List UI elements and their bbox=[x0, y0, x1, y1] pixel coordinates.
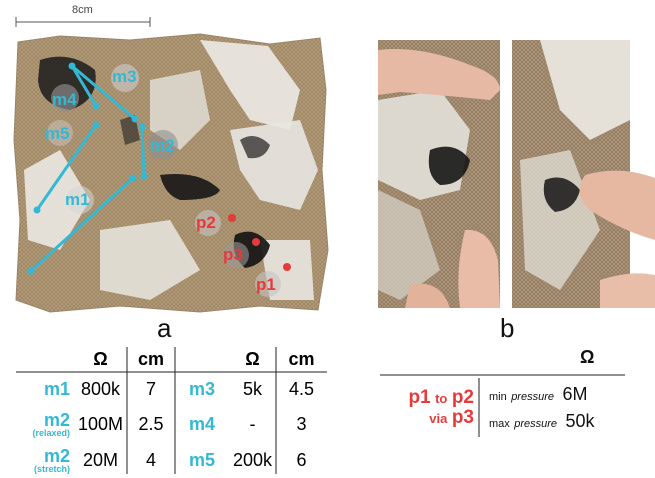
line-m5 bbox=[35, 123, 98, 212]
pressure-value: 6M bbox=[562, 384, 588, 404]
row-name-2: m3 bbox=[188, 378, 215, 399]
marker-label-p2: p2 bbox=[196, 213, 216, 232]
table-row: m2 (relaxed) 100M 2.5 m4 - 3 bbox=[16, 406, 327, 442]
marker-label-m5: m5 bbox=[45, 124, 70, 143]
row-cm-2: 4.5 bbox=[288, 378, 315, 399]
table-row: m2 (stretch) 20M 4 m5 200k 6 bbox=[16, 442, 327, 478]
path-via-word: via bbox=[429, 410, 448, 426]
row-name-sub: (stretch) bbox=[33, 463, 70, 474]
row-name-sub: (relaxed) bbox=[32, 427, 70, 438]
path-to-word: to bbox=[435, 391, 448, 406]
line-m4 bbox=[70, 64, 98, 108]
pressure-value: 50k bbox=[565, 411, 595, 431]
condition-word: pressure bbox=[514, 418, 558, 430]
condition-prefix: min bbox=[489, 391, 507, 403]
pressure-row-min: min pressure 6M bbox=[489, 384, 587, 405]
condition-word: pressure bbox=[511, 391, 554, 403]
measurement-lines bbox=[27, 62, 148, 275]
header-ohm: Ω bbox=[93, 349, 108, 369]
row-ohm: 800k bbox=[80, 378, 121, 399]
row-ohm-2: - bbox=[249, 413, 256, 434]
line-m1 bbox=[29, 176, 135, 273]
row-ohm: 20M bbox=[82, 449, 118, 470]
panel-a-caption: a bbox=[157, 313, 172, 343]
row-cm: 7 bbox=[145, 378, 156, 399]
row-cm-2: 3 bbox=[296, 413, 307, 434]
panel-b-caption: b bbox=[500, 313, 515, 343]
probe-points bbox=[228, 214, 291, 271]
row-ohm-2: 200k bbox=[232, 449, 273, 470]
probe-p2 bbox=[228, 214, 236, 222]
header-ohm-2: Ω bbox=[245, 349, 260, 369]
row-ohm-2: 5k bbox=[242, 378, 262, 399]
row-cm: 4 bbox=[145, 449, 156, 470]
marker-label-m4: m4 bbox=[52, 90, 77, 109]
row-name: m2 bbox=[43, 409, 70, 430]
marker-label-p1: p1 bbox=[256, 275, 276, 294]
row-cm-2: 6 bbox=[296, 449, 307, 470]
measurement-table: Ω cm Ω cm m1 800k 7 m3 5k 4.5 m2 (relaxe… bbox=[16, 347, 327, 478]
table-rules bbox=[16, 347, 625, 474]
stretch-photo-left bbox=[378, 40, 500, 308]
row-cm: 2.5 bbox=[138, 413, 164, 434]
marker-label-m2: m2 bbox=[150, 136, 175, 155]
header-cm: cm bbox=[137, 349, 164, 369]
row-name-2: m5 bbox=[188, 449, 215, 470]
row-name: m1 bbox=[43, 378, 70, 399]
marker-label-m1: m1 bbox=[65, 190, 90, 209]
marker-label-m3: m3 bbox=[112, 67, 137, 86]
probe-path-label: p1 to p2 via p3 bbox=[390, 388, 474, 428]
probe-p1 bbox=[283, 263, 291, 271]
probe-p3 bbox=[252, 238, 260, 246]
row-ohm: 100M bbox=[77, 413, 124, 434]
scale-bar bbox=[15, 17, 151, 27]
row-name-2: m4 bbox=[188, 413, 215, 434]
stretch-photo-right bbox=[512, 40, 655, 308]
line-m3 bbox=[70, 64, 137, 121]
path-from: p1 bbox=[408, 387, 431, 408]
header-cm-2: cm bbox=[288, 349, 315, 369]
path-to: p2 bbox=[451, 387, 474, 408]
pressure-table-header: Ω bbox=[580, 347, 595, 367]
marker-label-p3: p3 bbox=[223, 245, 243, 264]
table-row: m1 800k 7 m3 5k 4.5 bbox=[16, 372, 327, 406]
line-m2 bbox=[140, 125, 146, 178]
row-name: m2 bbox=[43, 445, 70, 466]
scale-bar-label: 8cm bbox=[72, 4, 93, 16]
pressure-row-max: max pressure 50k bbox=[489, 411, 595, 432]
condition-prefix: max bbox=[489, 418, 510, 430]
path-via: p3 bbox=[451, 406, 474, 428]
